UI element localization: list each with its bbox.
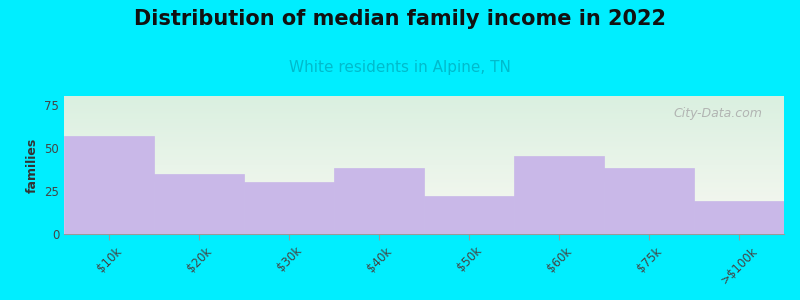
Text: Distribution of median family income in 2022: Distribution of median family income in …	[134, 9, 666, 29]
Bar	[65, 136, 154, 234]
Bar	[425, 196, 514, 234]
Text: White residents in Alpine, TN: White residents in Alpine, TN	[289, 60, 511, 75]
Bar	[694, 201, 783, 234]
Bar	[334, 168, 423, 234]
Bar	[154, 174, 243, 234]
Bar	[245, 182, 334, 234]
Bar	[514, 156, 603, 234]
Bar	[605, 168, 694, 234]
Y-axis label: families: families	[26, 137, 38, 193]
Text: City-Data.com: City-Data.com	[674, 107, 762, 120]
